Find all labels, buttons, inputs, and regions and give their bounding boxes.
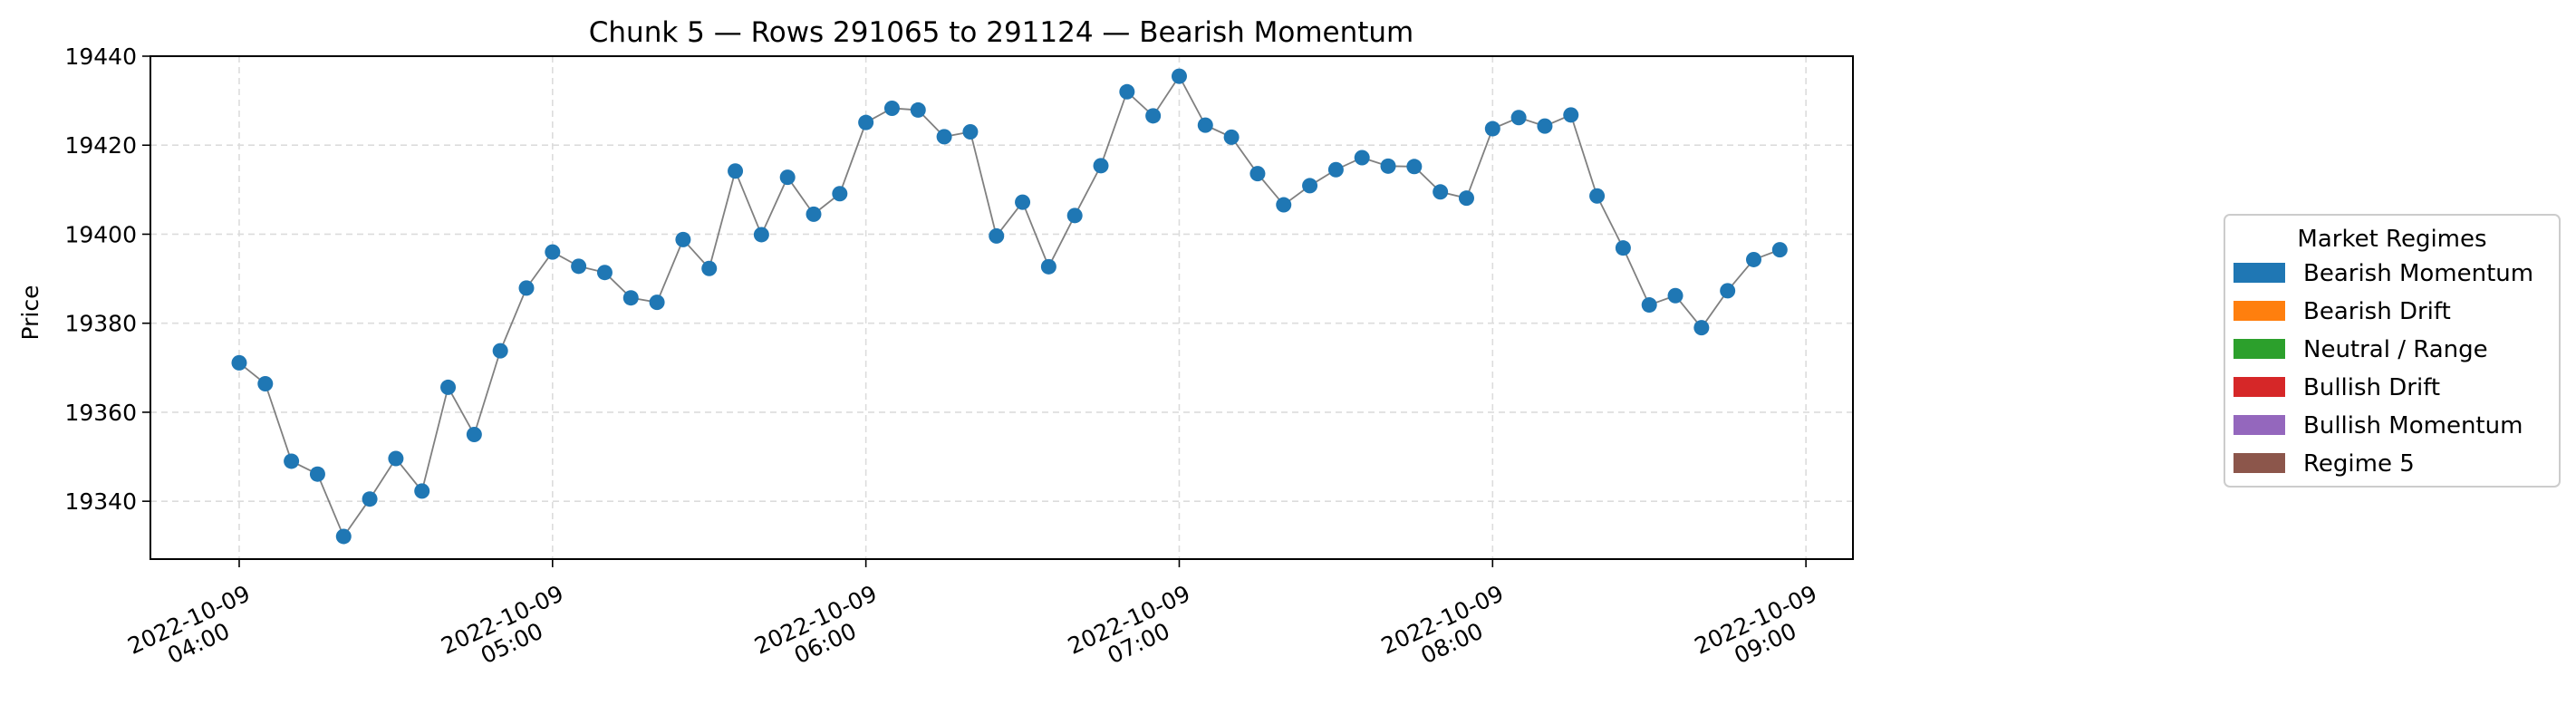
data-point [1589, 188, 1606, 204]
data-point [1015, 194, 1031, 210]
data-point [1484, 121, 1500, 137]
legend-entry-label: Regime 5 [2303, 450, 2415, 478]
data-point [1433, 184, 1449, 200]
data-point [492, 343, 508, 359]
data-point [414, 483, 430, 499]
data-point [1145, 108, 1162, 124]
y-axis-label: Price [17, 285, 43, 341]
legend: Market Regimes Bearish Momentum Bearish Dr… [2224, 214, 2561, 488]
data-point [1693, 320, 1710, 336]
data-point [989, 227, 1005, 244]
data-point [1093, 158, 1109, 174]
legend-entry-label: Bearish Momentum [2303, 260, 2533, 287]
data-point [1249, 166, 1266, 182]
legend-entry-label: Bullish Drift [2303, 374, 2440, 401]
data-point [728, 163, 744, 179]
data-point [1354, 150, 1370, 166]
y-tick-label: 19440 [64, 43, 137, 70]
y-tick-label: 19400 [64, 221, 137, 247]
data-point [1197, 117, 1213, 133]
data-point [1380, 158, 1396, 174]
data-point [1040, 258, 1056, 275]
data-point [936, 129, 952, 145]
data-point [858, 114, 874, 130]
legend-entry-label: Neutral / Range [2303, 336, 2488, 363]
y-tick-label: 19420 [64, 132, 137, 159]
plot-frame [150, 55, 1854, 560]
plot-area: 19340 19360 19380 19400 19420 19440 2022-10-09… [64, 43, 1854, 669]
data-point [1510, 110, 1527, 126]
data-point [701, 260, 718, 276]
data-point [622, 290, 639, 306]
legend-swatch [2233, 415, 2285, 435]
data-point [362, 491, 378, 507]
data-point [910, 101, 926, 118]
legend-swatch [2233, 263, 2285, 283]
legend-swatch [2233, 339, 2285, 359]
y-tick-label: 19360 [64, 400, 137, 426]
data-point [1641, 297, 1657, 314]
data-point [1563, 107, 1579, 123]
data-point [388, 450, 404, 467]
legend-swatch [2233, 453, 2285, 473]
data-point [440, 379, 457, 395]
data-point [675, 231, 691, 247]
data-point [466, 426, 482, 442]
legend-title: Market Regimes [2297, 226, 2486, 253]
data-point [806, 206, 822, 222]
data-point [545, 244, 561, 260]
data-point [309, 466, 325, 482]
data-point [779, 169, 796, 186]
data-point [1720, 283, 1736, 299]
legend-entry-label: Bearish Drift [2303, 298, 2451, 325]
data-point [962, 123, 979, 140]
data-point [257, 375, 274, 391]
data-point [1458, 190, 1474, 207]
data-point [1406, 159, 1423, 175]
data-point [335, 528, 352, 545]
data-point [596, 265, 613, 281]
y-tick-label: 19380 [64, 311, 137, 337]
data-point [1119, 83, 1135, 100]
data-point [753, 227, 769, 243]
data-point [1223, 129, 1240, 145]
data-point [518, 280, 535, 296]
y-tick-label: 19340 [64, 488, 137, 515]
data-point [1615, 240, 1631, 256]
data-point [1171, 68, 1187, 84]
data-point [1745, 251, 1761, 267]
legend-swatch [2233, 301, 2285, 321]
data-point [832, 186, 848, 202]
data-point [649, 295, 665, 311]
data-point [1066, 208, 1083, 224]
data-point [1771, 242, 1788, 258]
legend-box [2224, 214, 2561, 488]
chart-title: Chunk 5 — Rows 291065 to 291124 — Bearis… [589, 16, 1414, 49]
data-point [231, 354, 247, 371]
data-point [1537, 118, 1553, 134]
data-point [1276, 197, 1292, 213]
data-point [284, 453, 300, 469]
legend-swatch [2233, 377, 2285, 397]
data-point [571, 258, 587, 275]
data-point [1302, 178, 1318, 194]
data-point [1667, 287, 1684, 304]
data-point [883, 100, 900, 116]
legend-entry-label: Bullish Momentum [2303, 412, 2523, 439]
data-point [1327, 161, 1344, 178]
